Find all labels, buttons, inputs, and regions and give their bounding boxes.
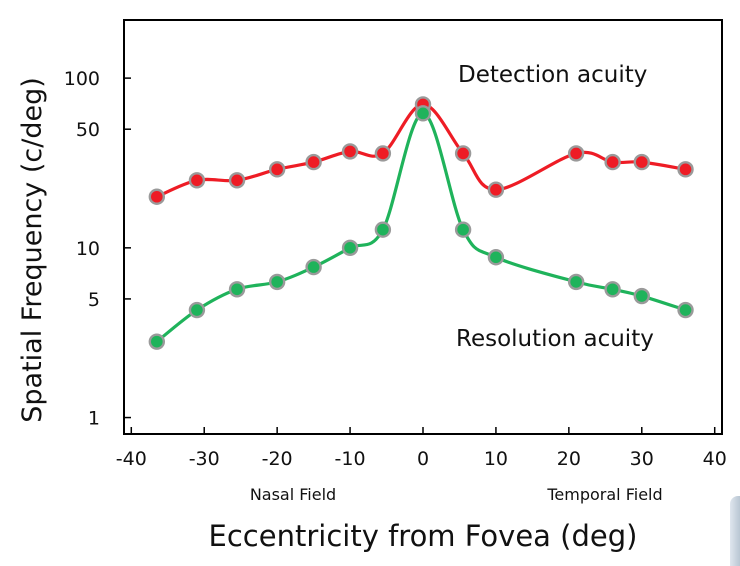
x-tick-label: 10 bbox=[484, 448, 508, 470]
data-point-detection bbox=[228, 172, 246, 189]
x-tick-label: 30 bbox=[630, 448, 654, 470]
data-point-detection bbox=[148, 188, 166, 205]
x-axis: -40 -30 -20 -10 0 10 20 30 40 bbox=[116, 427, 727, 470]
temporal-field-label: Temporal Field bbox=[546, 485, 662, 504]
data-point-detection bbox=[305, 153, 322, 171]
data-point-resolution bbox=[188, 301, 206, 319]
data-point-resolution bbox=[677, 301, 694, 319]
x-axis-title: Eccentricity from Fovea (deg) bbox=[209, 519, 638, 553]
series-layer bbox=[148, 96, 694, 350]
data-point-resolution bbox=[228, 281, 246, 298]
x-tick-label: -10 bbox=[335, 448, 366, 470]
data-point-resolution bbox=[414, 105, 432, 122]
data-point-detection bbox=[487, 181, 505, 198]
data-point-resolution bbox=[633, 287, 650, 305]
data-point-resolution bbox=[148, 333, 166, 350]
x-tick-label: 0 bbox=[417, 448, 429, 470]
series-label-detection: Detection acuity bbox=[458, 62, 647, 88]
data-point-resolution bbox=[454, 221, 472, 238]
series-line-resolution bbox=[155, 111, 688, 344]
series-detection bbox=[148, 96, 694, 205]
data-point-resolution bbox=[487, 249, 505, 266]
data-point-resolution bbox=[268, 273, 286, 291]
y-tick-label: 5 bbox=[88, 289, 100, 311]
x-tick-label: 40 bbox=[703, 448, 727, 470]
data-point-resolution bbox=[374, 221, 392, 238]
x-tick-label: -20 bbox=[262, 448, 293, 470]
data-point-detection bbox=[374, 145, 392, 162]
series-resolution bbox=[148, 105, 694, 350]
data-point-resolution bbox=[341, 239, 359, 257]
nasal-field-label: Nasal Field bbox=[250, 485, 336, 504]
y-axis: 1 5 10 50 100 bbox=[64, 68, 131, 430]
x-tick-label: 20 bbox=[557, 448, 581, 470]
x-tick-label: -40 bbox=[116, 448, 147, 470]
data-point-detection bbox=[604, 153, 621, 171]
data-point-detection bbox=[341, 143, 359, 160]
series-label-resolution: Resolution acuity bbox=[456, 326, 654, 352]
data-point-detection bbox=[677, 161, 694, 178]
y-tick-label: 50 bbox=[76, 119, 100, 141]
data-point-detection bbox=[567, 145, 585, 162]
y-tick-label: 1 bbox=[88, 408, 100, 430]
y-tick-label: 10 bbox=[76, 238, 100, 260]
x-tick-label: -30 bbox=[189, 448, 220, 470]
data-point-detection bbox=[188, 172, 206, 189]
data-point-resolution bbox=[604, 281, 621, 298]
data-point-detection bbox=[268, 161, 286, 178]
data-point-detection bbox=[633, 153, 650, 171]
data-point-resolution bbox=[567, 273, 585, 291]
data-point-detection bbox=[454, 145, 472, 162]
slide-corner-decoration bbox=[730, 496, 740, 566]
data-point-resolution bbox=[305, 258, 322, 276]
y-tick-label: 100 bbox=[64, 68, 100, 90]
y-axis-title: Spatial Frequency (c/deg) bbox=[17, 77, 48, 423]
